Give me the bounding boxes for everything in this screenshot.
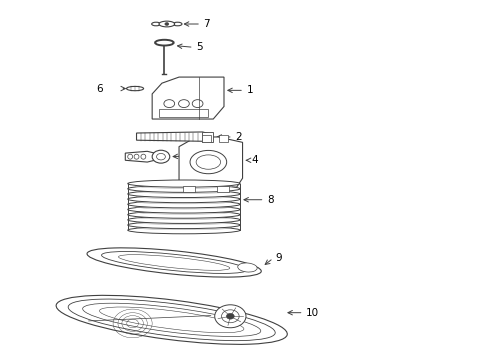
Bar: [183, 186, 195, 192]
Circle shape: [226, 314, 234, 319]
Text: 8: 8: [267, 195, 273, 205]
Ellipse shape: [126, 86, 144, 91]
Ellipse shape: [155, 40, 173, 45]
Ellipse shape: [192, 100, 203, 108]
Ellipse shape: [128, 216, 240, 224]
Text: 5: 5: [196, 42, 203, 52]
Ellipse shape: [178, 100, 189, 108]
Circle shape: [215, 305, 246, 328]
Circle shape: [152, 150, 170, 163]
Circle shape: [221, 310, 239, 323]
Text: 1: 1: [246, 85, 253, 95]
Text: 10: 10: [306, 308, 319, 318]
Ellipse shape: [159, 21, 174, 27]
Bar: [159, 109, 208, 117]
Bar: [202, 135, 211, 142]
Ellipse shape: [128, 206, 240, 213]
Circle shape: [157, 153, 165, 160]
Ellipse shape: [56, 295, 287, 345]
Text: 9: 9: [276, 253, 282, 263]
Bar: [219, 135, 228, 142]
Ellipse shape: [128, 185, 240, 192]
Ellipse shape: [173, 22, 182, 26]
Polygon shape: [125, 151, 155, 162]
Ellipse shape: [128, 195, 240, 203]
Ellipse shape: [119, 255, 230, 270]
Ellipse shape: [190, 150, 227, 174]
Ellipse shape: [128, 221, 240, 229]
Text: 3: 3: [191, 151, 198, 161]
Text: 2: 2: [235, 132, 242, 142]
Polygon shape: [152, 77, 224, 119]
Ellipse shape: [128, 180, 240, 187]
Ellipse shape: [128, 211, 240, 218]
Ellipse shape: [141, 154, 146, 159]
Ellipse shape: [152, 22, 160, 26]
Polygon shape: [137, 132, 212, 141]
Text: 6: 6: [96, 84, 102, 94]
Ellipse shape: [134, 154, 139, 159]
Ellipse shape: [101, 252, 247, 274]
Ellipse shape: [128, 201, 240, 208]
Ellipse shape: [196, 155, 220, 169]
Ellipse shape: [99, 307, 244, 333]
Ellipse shape: [87, 248, 261, 277]
Ellipse shape: [83, 303, 261, 337]
Ellipse shape: [68, 299, 275, 341]
Polygon shape: [179, 137, 243, 187]
Bar: [202, 132, 213, 142]
Ellipse shape: [128, 226, 240, 234]
Text: 4: 4: [251, 155, 258, 165]
Text: 7: 7: [203, 19, 210, 29]
Ellipse shape: [128, 154, 133, 159]
Ellipse shape: [164, 100, 174, 108]
Ellipse shape: [128, 190, 240, 198]
Bar: [217, 186, 229, 192]
Ellipse shape: [238, 263, 257, 272]
Circle shape: [165, 23, 169, 26]
